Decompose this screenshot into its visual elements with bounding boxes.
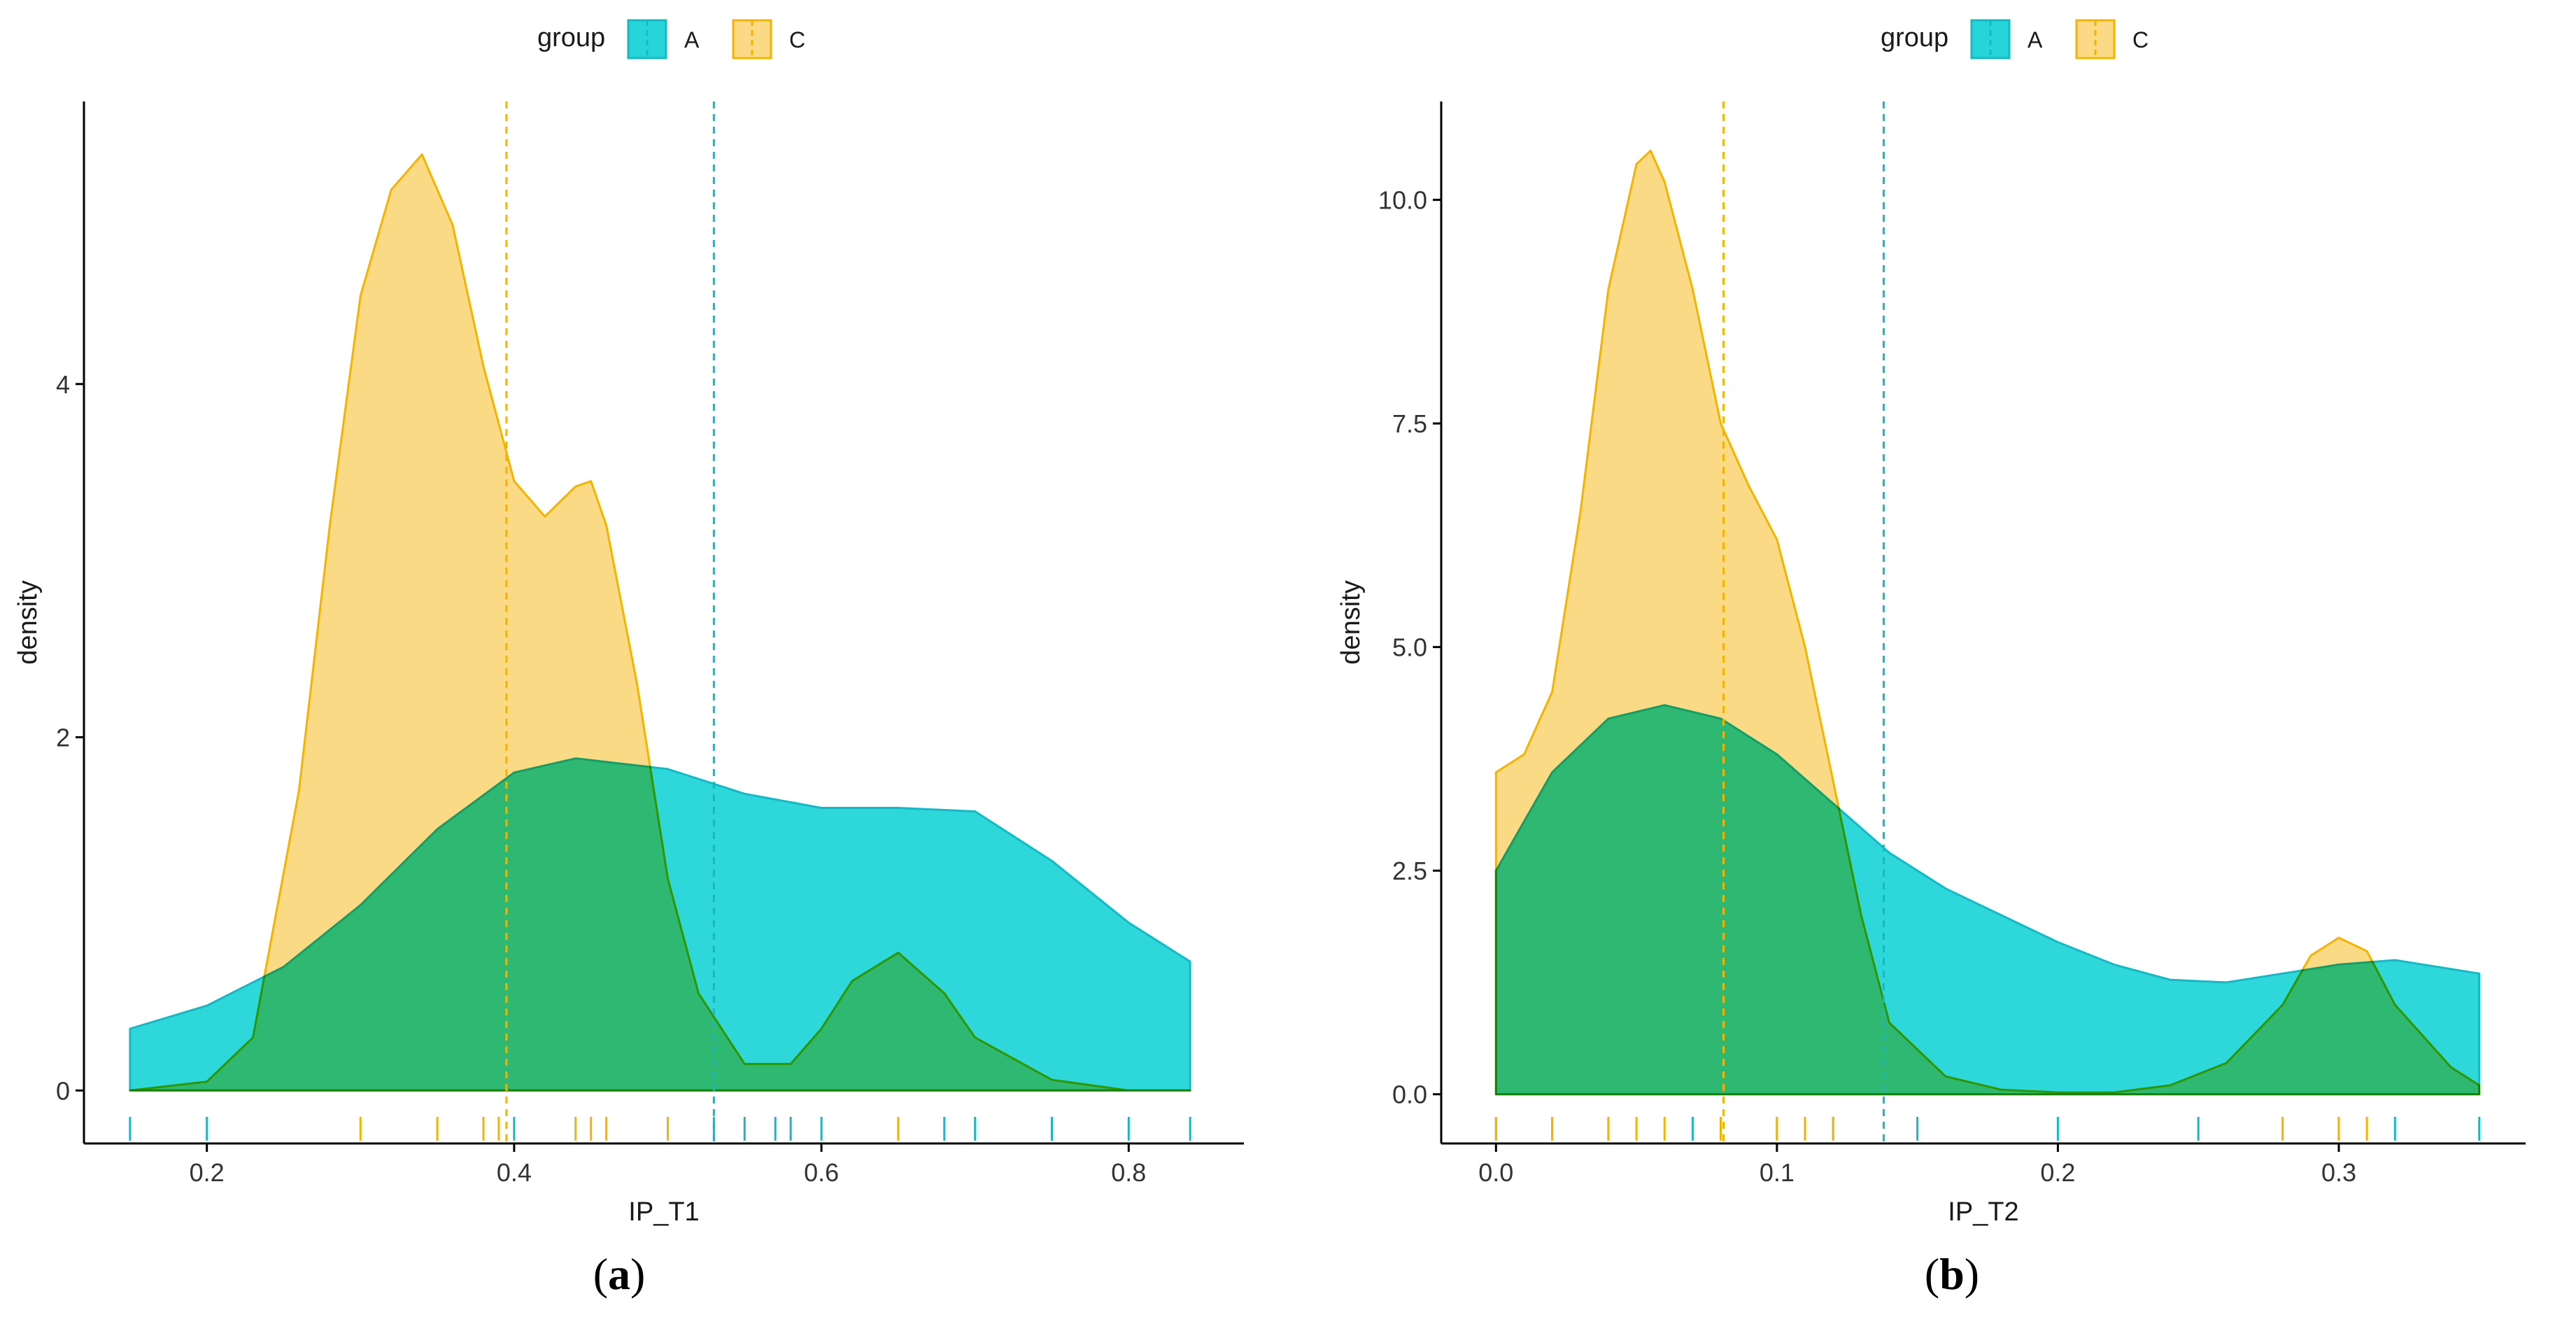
- y-tick-label: 2.5: [1392, 857, 1427, 885]
- legend-item-a: A: [1970, 19, 2043, 59]
- legend-label-c: C: [2132, 27, 2149, 52]
- panel-label-close-paren: ): [1965, 1249, 1979, 1299]
- legend-item-c: C: [732, 19, 805, 59]
- y-tick-label: 10.0: [1378, 186, 1427, 215]
- legend-title: group: [1881, 23, 1948, 52]
- legend-item-a: A: [627, 19, 700, 59]
- x-tick-label: 0.1: [1760, 1158, 1795, 1187]
- panel-label-letter: a: [608, 1249, 630, 1299]
- legend-label-a: A: [2027, 27, 2043, 52]
- x-tick-label: 0.2: [190, 1158, 225, 1187]
- x-axis-title: IP_T2: [1948, 1197, 2018, 1227]
- panel-label-close-paren: ): [630, 1249, 645, 1299]
- legend-title: group: [537, 23, 605, 52]
- panel-b-density-plot: 0.0 0.1 0.2 0.3 0.0 2.5 5.0 7.5 10.0 IP_T2 density…: [1336, 19, 2526, 1299]
- x-tick-label: 0.4: [497, 1158, 532, 1187]
- x-axis-title: IP_T1: [628, 1197, 699, 1227]
- panel-label-letter: b: [1939, 1249, 1965, 1299]
- plot-area: [1494, 101, 2481, 1143]
- legend-label-c: C: [789, 27, 805, 52]
- y-tick-label: 7.5: [1392, 409, 1427, 438]
- legend-label-a: A: [684, 27, 700, 52]
- x-tick-label: 0.3: [2321, 1158, 2356, 1187]
- y-axis-title: density: [13, 580, 43, 664]
- legend-item-c: C: [2075, 19, 2149, 59]
- density-area-c: [1494, 149, 2481, 1096]
- y-tick-label: 4: [56, 370, 70, 399]
- plot-area: [129, 101, 1191, 1143]
- panel-label-open-paren: (: [1925, 1249, 1939, 1299]
- y-tick-label: 5.0: [1392, 633, 1427, 662]
- y-tick-label: 0.0: [1392, 1080, 1427, 1109]
- y-tick-label: 2: [56, 724, 70, 752]
- legend: group A C: [1881, 19, 2149, 59]
- legend: group A C: [537, 19, 805, 59]
- panel-label-open-paren: (: [593, 1249, 608, 1299]
- panel-label: (b): [1925, 1249, 1979, 1299]
- x-tick-label: 0.2: [2040, 1158, 2075, 1187]
- y-tick-label: 0: [56, 1076, 70, 1105]
- panel-label: (a): [593, 1249, 646, 1299]
- density-area-c: [129, 153, 1191, 1092]
- x-tick-label: 0.8: [1111, 1158, 1146, 1187]
- x-tick-label: 0.6: [804, 1158, 839, 1187]
- x-tick-label: 0.0: [1478, 1158, 1513, 1187]
- panel-a-density-plot: 0.2 0.4 0.6 0.8 0 2 4 IP_T1 density group A C (a): [13, 19, 1244, 1299]
- y-axis-title: density: [1336, 580, 1366, 664]
